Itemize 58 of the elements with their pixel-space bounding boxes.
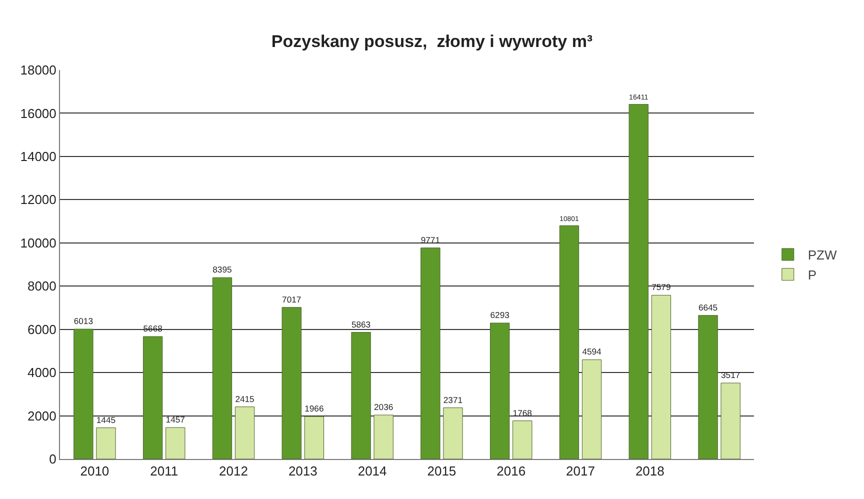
x-tick-label: 2010 bbox=[80, 464, 110, 479]
bar bbox=[628, 104, 648, 459]
bar bbox=[282, 307, 302, 459]
bar bbox=[142, 336, 163, 459]
bar bbox=[490, 322, 510, 459]
data-label: 6645 bbox=[698, 302, 718, 312]
data-label: 1457 bbox=[166, 414, 186, 425]
legend-label: PZW bbox=[808, 248, 838, 263]
y-tick-label: 0 bbox=[49, 452, 56, 467]
y-tick-label: 12000 bbox=[20, 192, 56, 208]
data-label: 2371 bbox=[443, 394, 463, 405]
bar bbox=[720, 382, 740, 459]
x-tick-label: 2018 bbox=[635, 464, 664, 479]
y-tick-label: 14000 bbox=[20, 148, 56, 164]
bar bbox=[374, 414, 394, 459]
data-label: 7017 bbox=[282, 294, 302, 304]
bar bbox=[582, 359, 602, 459]
bar bbox=[304, 416, 324, 459]
bar bbox=[512, 420, 532, 459]
data-label: 3517 bbox=[720, 370, 740, 380]
data-label: 2036 bbox=[374, 402, 394, 412]
y-tick-label: 6000 bbox=[27, 322, 56, 337]
y-tick-label: 2000 bbox=[27, 408, 56, 424]
data-label: 2415 bbox=[235, 394, 255, 404]
x-tick-label: 2017 bbox=[566, 464, 595, 479]
x-tick-label: 2014 bbox=[358, 464, 387, 479]
bar bbox=[351, 332, 371, 459]
y-tick-label: 4000 bbox=[27, 365, 56, 380]
data-label: 6293 bbox=[490, 310, 510, 320]
y-tick-label: 8000 bbox=[27, 278, 56, 294]
x-tick-label: 2011 bbox=[150, 464, 178, 479]
data-label: 5863 bbox=[351, 319, 371, 330]
bar bbox=[698, 315, 718, 459]
x-tick-label: 2016 bbox=[496, 464, 526, 479]
legend-label: P bbox=[808, 267, 817, 282]
bar bbox=[651, 294, 672, 459]
bar bbox=[212, 277, 232, 459]
bar bbox=[420, 248, 440, 459]
x-tick-label: 2013 bbox=[288, 464, 318, 479]
y-tick-label: 10000 bbox=[20, 235, 56, 250]
y-tick-label: 18000 bbox=[20, 62, 56, 78]
x-tick-label: 2015 bbox=[427, 464, 456, 479]
bar bbox=[74, 328, 94, 459]
bar bbox=[443, 408, 463, 459]
data-label: 1768 bbox=[512, 408, 532, 418]
data-label: 1445 bbox=[96, 414, 116, 425]
x-tick-label: 2012 bbox=[219, 464, 248, 479]
data-label: 6013 bbox=[74, 316, 94, 326]
chart-title: Pozyskany posusz, złomy i wywroty m³ bbox=[271, 32, 593, 51]
bar bbox=[234, 406, 255, 459]
bar bbox=[559, 225, 580, 459]
data-label: 1966 bbox=[304, 404, 324, 414]
y-tick-label: 16000 bbox=[20, 106, 56, 121]
data-label: 8395 bbox=[212, 264, 232, 275]
data-label: 4594 bbox=[582, 346, 602, 357]
bar bbox=[96, 428, 116, 459]
bar bbox=[166, 427, 186, 459]
data-label: 9771 bbox=[420, 234, 440, 245]
